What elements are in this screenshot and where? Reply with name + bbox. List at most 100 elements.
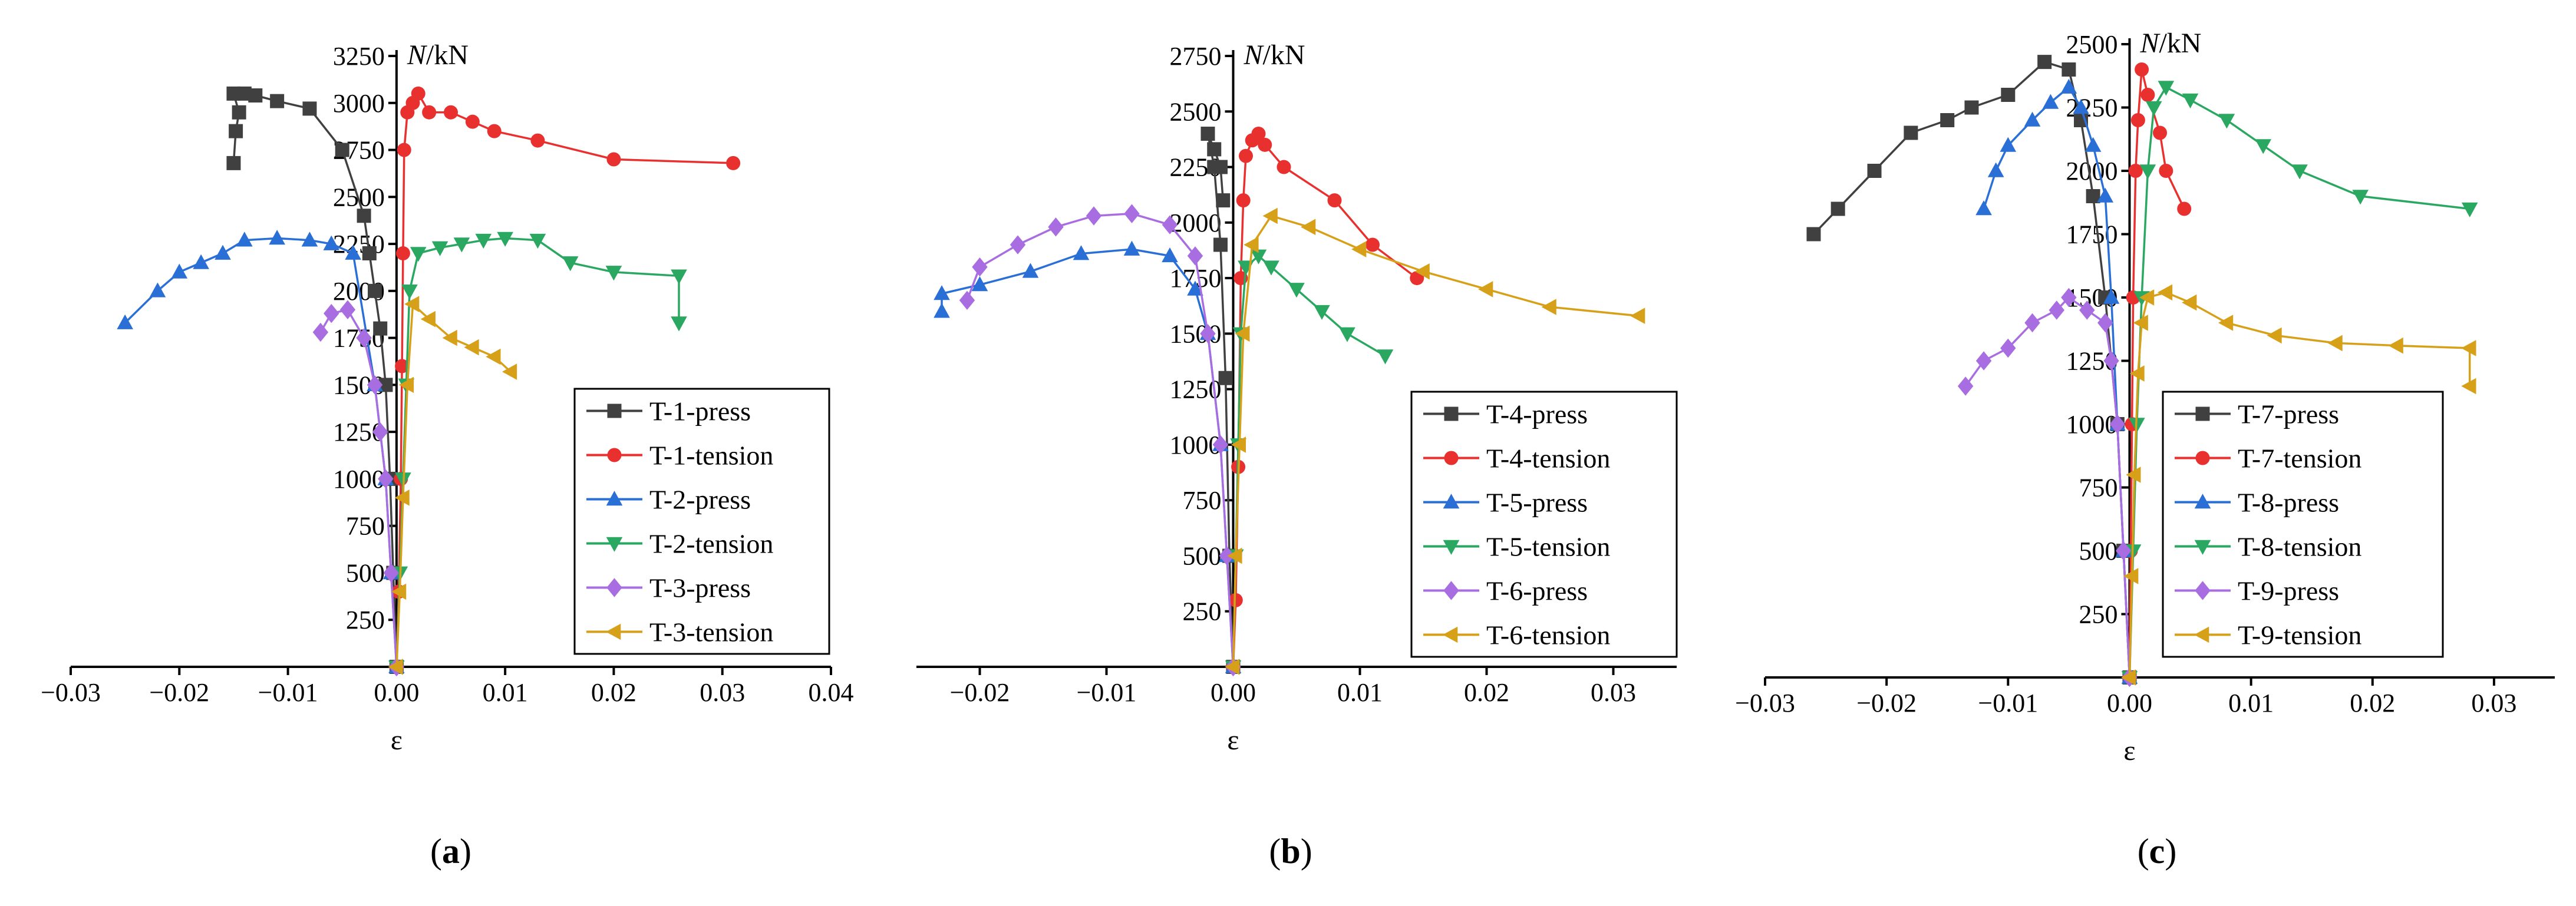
panel-label-close: ) bbox=[2165, 832, 2176, 871]
data-point-T-3-tension bbox=[391, 583, 407, 600]
panel-a: −0.03 −0.02 −0.01 0.00 0.01 0.02 0.03 0.04 ε 250 5… bbox=[41, 39, 853, 871]
legend-label: T-7-tension bbox=[2238, 444, 2361, 474]
data-point-T-7-tension bbox=[2128, 164, 2143, 178]
data-point-T-1-press bbox=[226, 86, 241, 101]
legend-label: T-4-press bbox=[1486, 399, 1588, 429]
data-point-T-9-press bbox=[2049, 300, 2064, 320]
data-point-T-9-press bbox=[2061, 287, 2077, 307]
y-axis-title-unit: /kN bbox=[426, 39, 469, 71]
legend-marker bbox=[606, 491, 623, 506]
data-point-T-9-tension bbox=[2388, 337, 2403, 354]
data-point-T-1-tension bbox=[422, 105, 437, 120]
series-T-3-tension bbox=[388, 296, 517, 675]
data-point-T-2-tension bbox=[671, 269, 687, 285]
data-point-T-7-tension bbox=[2140, 88, 2155, 102]
data-point-T-7-press bbox=[1830, 201, 1845, 216]
y-tick-label: 2500 bbox=[1170, 97, 1222, 126]
data-point-T-8-tension bbox=[2145, 101, 2162, 116]
series-line-T-5-tension bbox=[1232, 254, 1386, 667]
x-tick-label: −0.03 bbox=[1735, 689, 1795, 717]
legend-marker bbox=[1443, 494, 1460, 509]
data-point-T-2-press bbox=[345, 244, 361, 260]
data-point-T-2-press bbox=[215, 244, 231, 260]
panel-c: −0.03 −0.02 −0.01 0.00 0.01 0.02 0.03 ε 250 500 75… bbox=[1735, 28, 2555, 871]
x-tick-label: −0.01 bbox=[1077, 678, 1137, 707]
legend-label: T-5-tension bbox=[1486, 532, 1610, 562]
x-tick-label: −0.01 bbox=[258, 678, 318, 707]
y-tick-label: 1000 bbox=[333, 465, 385, 494]
data-point-T-9-press bbox=[2079, 300, 2095, 320]
data-point-T-9-press bbox=[1957, 376, 1974, 396]
data-point-T-2-press bbox=[193, 254, 209, 269]
data-point-T-4-press bbox=[1216, 193, 1231, 208]
data-point-T-5-press bbox=[1162, 247, 1178, 263]
panel-label: (b) bbox=[1269, 832, 1312, 871]
data-point-T-4-press bbox=[1213, 160, 1228, 174]
data-point-T-6-press bbox=[1219, 546, 1235, 566]
panel-label: (a) bbox=[430, 832, 471, 871]
x-tick-label: −0.02 bbox=[149, 678, 209, 707]
y-tick-label: 500 bbox=[2079, 537, 2117, 566]
data-point-T-3-tension bbox=[388, 659, 403, 675]
data-point-T-1-tension bbox=[444, 105, 458, 120]
data-point-T-2-tension bbox=[431, 241, 448, 256]
data-point-T-8-press bbox=[2024, 111, 2041, 127]
series-T-3-press bbox=[312, 300, 405, 677]
y-tick-label: 1000 bbox=[1170, 431, 1222, 459]
legend-marker bbox=[2194, 494, 2211, 509]
y-axis-title: N/kN bbox=[407, 39, 469, 71]
data-point-T-7-press bbox=[2086, 189, 2100, 203]
data-point-T-6-press bbox=[1010, 235, 1026, 254]
data-point-T-6-press bbox=[1048, 217, 1064, 237]
legend: T-7-press T-7-tension T-8-press T-8-tension… bbox=[2162, 391, 2444, 658]
legend-label: T-3-tension bbox=[649, 617, 773, 647]
y-tick-label: 1750 bbox=[2066, 220, 2117, 249]
data-point-T-8-tension bbox=[2352, 190, 2369, 205]
y-tick-label: 2250 bbox=[333, 230, 385, 259]
legend-label: T-2-press bbox=[649, 485, 751, 515]
legend-label: T-4-tension bbox=[1486, 444, 1610, 474]
data-point-T-6-tension bbox=[1227, 547, 1242, 564]
data-point-T-9-tension bbox=[2157, 284, 2173, 301]
data-point-T-9-press bbox=[2103, 351, 2119, 371]
y-tick-label: 250 bbox=[1183, 597, 1222, 626]
data-point-T-5-press bbox=[971, 276, 988, 292]
data-point-T-8-press bbox=[2060, 78, 2077, 94]
legend-marker bbox=[2195, 581, 2211, 600]
legend-label: T-8-tension bbox=[2238, 532, 2361, 562]
data-point-T-7-press bbox=[1904, 125, 1918, 140]
data-point-T-5-press bbox=[934, 303, 950, 318]
series-T-4-press bbox=[1200, 126, 1241, 674]
data-point-T-6-tension bbox=[1244, 236, 1259, 253]
data-point-T-3-press bbox=[383, 563, 399, 583]
data-point-T-2-tension bbox=[410, 247, 427, 262]
data-point-T-9-press bbox=[2000, 338, 2016, 358]
y-axis-title: N/kN bbox=[1244, 39, 1305, 71]
data-point-T-5-press bbox=[1187, 280, 1203, 296]
y-tick-label: 250 bbox=[2079, 600, 2117, 629]
data-point-T-6-tension bbox=[1541, 299, 1556, 315]
data-point-T-2-tension bbox=[401, 285, 418, 300]
data-point-T-4-tension bbox=[1251, 126, 1266, 141]
data-point-T-1-tension bbox=[465, 114, 480, 129]
data-point-T-7-tension bbox=[2153, 125, 2167, 140]
data-point-T-6-tension bbox=[1231, 437, 1246, 453]
data-point-T-5-tension bbox=[1288, 283, 1305, 298]
data-point-T-1-press bbox=[362, 246, 377, 261]
data-point-T-6-tension bbox=[1301, 219, 1316, 236]
data-point-T-1-tension bbox=[487, 124, 502, 138]
data-point-T-5-tension bbox=[1339, 327, 1355, 342]
data-point-T-8-tension bbox=[2255, 139, 2272, 154]
data-point-T-2-tension bbox=[562, 256, 579, 272]
data-point-T-1-tension bbox=[530, 133, 545, 148]
legend-marker bbox=[606, 537, 623, 552]
data-point-T-9-tension bbox=[2123, 568, 2139, 584]
data-point-T-6-press bbox=[1187, 246, 1203, 266]
data-point-T-6-tension bbox=[1478, 281, 1493, 297]
legend-label: T-9-press bbox=[2238, 576, 2339, 606]
data-point-T-5-press bbox=[1123, 240, 1140, 256]
y-tick-label: 750 bbox=[2079, 474, 2117, 502]
data-point-T-7-tension bbox=[2130, 113, 2145, 127]
x-tick-label: 0.03 bbox=[1591, 678, 1636, 707]
data-point-T-9-tension bbox=[2461, 340, 2476, 356]
